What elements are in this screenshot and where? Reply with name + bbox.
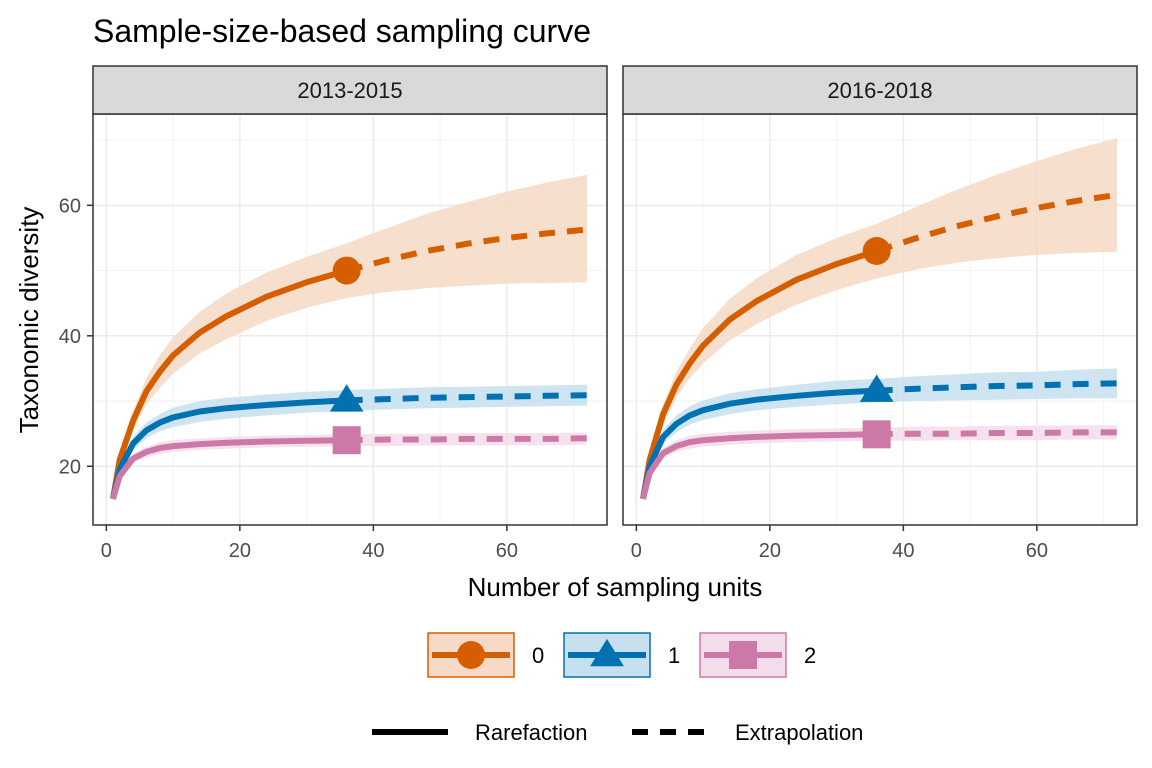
rarefaction-line-order-1 bbox=[110, 397, 347, 500]
x-tick-label: 60 bbox=[1026, 540, 1048, 562]
x-tick-label: 0 bbox=[631, 540, 642, 562]
extrapolation-line-order-2 bbox=[346, 435, 588, 444]
x-tick-label: 60 bbox=[496, 540, 518, 562]
x-tick-label: 20 bbox=[229, 540, 251, 562]
confidence-band-order-0 bbox=[643, 138, 1117, 503]
reference-point-order-0 bbox=[332, 256, 361, 285]
legend-item-extrapolation: Extrapolation bbox=[632, 720, 863, 745]
legend-label: Rarefaction bbox=[475, 720, 588, 745]
extrapolation-line-order-0 bbox=[875, 191, 1118, 254]
reference-point-order-1 bbox=[329, 384, 364, 412]
rarefaction-line-order-2 bbox=[640, 431, 877, 500]
x-tick-label: 40 bbox=[362, 540, 384, 562]
extrapolation-line-order-0 bbox=[345, 226, 588, 274]
legend-item-order-0: 0 bbox=[427, 632, 544, 678]
panel-2013-2015: 2013-2015 0 20 40 60 20 40 60 bbox=[59, 65, 608, 562]
reference-point-order-2 bbox=[332, 426, 361, 455]
legend-label: Extrapolation bbox=[735, 720, 863, 745]
legend-item-rarefaction: Rarefaction bbox=[372, 720, 588, 745]
x-tick-label: 20 bbox=[759, 540, 781, 562]
y-tick-label: 60 bbox=[59, 195, 81, 217]
x-tick-label: 0 bbox=[101, 540, 112, 562]
confidence-band-order-0 bbox=[113, 174, 587, 503]
order-legend: 0 1 2 bbox=[427, 632, 816, 678]
strip-label: 2013-2015 bbox=[297, 78, 402, 103]
panel-background bbox=[93, 114, 607, 525]
reference-point-order-1 bbox=[859, 374, 894, 402]
legend-label: 1 bbox=[668, 643, 680, 668]
reference-point-order-2 bbox=[862, 420, 891, 449]
method-legend: Rarefaction Extrapolation bbox=[372, 720, 863, 745]
chart-title: Sample-size-based sampling curve bbox=[93, 13, 591, 49]
rarefaction-line-order-0 bbox=[640, 248, 878, 500]
extrapolation-line-order-1 bbox=[346, 392, 588, 404]
rarefaction-line-order-0 bbox=[110, 267, 348, 500]
x-axis-title: Number of sampling units bbox=[468, 572, 763, 602]
y-axis-title: Taxonomic diversity bbox=[14, 207, 44, 434]
legend-label: 2 bbox=[804, 643, 816, 668]
rarefaction-line-order-2 bbox=[110, 437, 347, 500]
legend-key-shape-circle bbox=[457, 641, 485, 669]
x-tick-label: 40 bbox=[892, 540, 914, 562]
strip-label: 2016-2018 bbox=[827, 78, 932, 103]
strip-background bbox=[622, 65, 1138, 115]
legend-item-order-2: 2 bbox=[699, 632, 816, 678]
legend-key-shape-square bbox=[729, 641, 757, 669]
rarefaction-line-order-1 bbox=[640, 387, 877, 500]
extrapolation-line-order-1 bbox=[876, 380, 1118, 394]
extrapolation-line-order-2 bbox=[876, 429, 1117, 438]
legend-label: 0 bbox=[532, 643, 544, 668]
confidence-band-order-2 bbox=[113, 432, 587, 503]
strip-background bbox=[92, 65, 608, 115]
y-tick-label: 20 bbox=[59, 456, 81, 478]
y-tick-label: 40 bbox=[59, 326, 81, 348]
confidence-band-order-1 bbox=[113, 384, 587, 503]
panel-2016-2018: 2016-2018 0 20 40 60 bbox=[622, 65, 1138, 562]
reference-point-order-0 bbox=[862, 237, 891, 265]
legend-item-order-1: 1 bbox=[563, 632, 680, 678]
legend-key-shape-triangle bbox=[590, 638, 624, 667]
